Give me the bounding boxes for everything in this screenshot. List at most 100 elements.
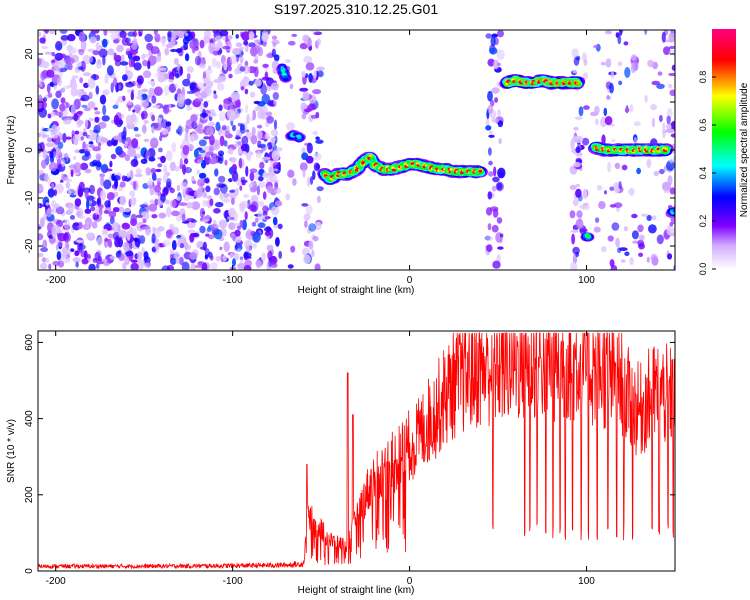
noise-blob bbox=[252, 109, 256, 121]
noise-blob bbox=[38, 107, 47, 119]
noise-blob bbox=[206, 195, 213, 200]
noise-blob bbox=[271, 255, 277, 263]
noise-blob bbox=[190, 262, 196, 270]
noise-blob bbox=[45, 142, 55, 148]
noise-blob bbox=[229, 55, 238, 65]
noise-blob bbox=[230, 157, 237, 163]
noise-blob bbox=[201, 262, 208, 270]
noise-blob bbox=[309, 176, 314, 185]
noise-blob bbox=[317, 70, 324, 78]
noise-blob bbox=[64, 176, 70, 181]
noise-blob bbox=[38, 226, 42, 230]
signal-track-cell bbox=[627, 149, 631, 153]
noise-blob bbox=[668, 72, 675, 77]
noise-blob bbox=[278, 250, 283, 259]
noise-blob bbox=[487, 58, 496, 67]
noise-blob bbox=[53, 84, 58, 90]
noise-blob bbox=[189, 82, 196, 91]
noise-blob bbox=[147, 60, 151, 70]
noise-blob bbox=[85, 143, 89, 150]
noise-blob bbox=[161, 119, 168, 129]
noise-blob bbox=[182, 78, 191, 87]
noise-blob bbox=[243, 265, 252, 270]
spectrogram-x-tick-label: 0 bbox=[407, 275, 413, 286]
noise-blob bbox=[163, 85, 170, 97]
noise-blob bbox=[84, 150, 91, 157]
noise-blob bbox=[316, 195, 321, 203]
noise-blob bbox=[595, 217, 600, 224]
noise-blob bbox=[624, 67, 631, 78]
noise-blob bbox=[95, 263, 100, 270]
noise-blob bbox=[492, 260, 501, 269]
noise-blob bbox=[162, 239, 171, 247]
noise-blob bbox=[573, 126, 579, 131]
noise-blob bbox=[151, 55, 157, 65]
noise-blob bbox=[239, 219, 244, 228]
noise-blob bbox=[51, 231, 58, 239]
noise-blob bbox=[73, 162, 82, 173]
noise-blob bbox=[189, 252, 198, 260]
colorbar-tick-label: 0.8 bbox=[698, 71, 708, 84]
noise-blob bbox=[82, 131, 88, 137]
noise-blob bbox=[107, 238, 112, 247]
noise-blob bbox=[40, 61, 50, 69]
noise-blob bbox=[118, 228, 123, 239]
noise-blob bbox=[98, 204, 104, 209]
noise-blob bbox=[488, 134, 495, 138]
noise-blob bbox=[121, 113, 125, 119]
noise-blob bbox=[232, 258, 236, 267]
signal-track-cell bbox=[586, 234, 591, 238]
noise-blob bbox=[199, 225, 206, 234]
noise-blob bbox=[497, 30, 504, 38]
colorbar-label: Normalized spectral amplitude bbox=[739, 82, 750, 217]
noise-blob bbox=[155, 168, 162, 173]
noise-blob bbox=[308, 223, 317, 232]
noise-blob bbox=[141, 125, 147, 133]
noise-blob bbox=[488, 160, 493, 166]
noise-blob bbox=[307, 176, 311, 187]
noise-blob bbox=[209, 134, 215, 146]
noise-blob bbox=[496, 217, 503, 224]
noise-blob bbox=[62, 132, 67, 143]
noise-blob bbox=[85, 222, 90, 229]
noise-blob bbox=[193, 148, 199, 159]
noise-blob bbox=[61, 246, 68, 258]
noise-blob bbox=[119, 195, 127, 206]
noise-blob bbox=[233, 143, 240, 148]
noise-blob bbox=[77, 66, 84, 71]
noise-blob bbox=[659, 114, 663, 123]
noise-blob bbox=[161, 38, 166, 47]
noise-blob bbox=[286, 122, 295, 131]
noise-blob bbox=[41, 46, 48, 50]
noise-blob bbox=[148, 156, 156, 162]
noise-blob bbox=[101, 115, 110, 122]
noise-blob bbox=[604, 30, 613, 35]
noise-blob bbox=[303, 55, 313, 64]
noise-blob bbox=[82, 72, 91, 76]
noise-blob bbox=[179, 243, 185, 249]
noise-blob bbox=[105, 255, 109, 260]
signal-track-cell bbox=[283, 75, 288, 79]
noise-blob bbox=[125, 251, 134, 257]
signal-track-cell bbox=[391, 166, 395, 170]
noise-blob bbox=[117, 150, 126, 158]
signal-track-cell bbox=[281, 70, 285, 73]
noise-blob bbox=[570, 262, 578, 270]
noise-blob bbox=[114, 59, 122, 67]
noise-blob bbox=[580, 204, 590, 211]
noise-blob bbox=[82, 54, 92, 65]
noise-blob bbox=[157, 67, 167, 71]
noise-blob bbox=[122, 241, 130, 252]
noise-blob bbox=[78, 215, 86, 220]
noise-blob bbox=[99, 45, 103, 50]
noise-blob bbox=[45, 202, 49, 206]
noise-blob bbox=[186, 201, 194, 209]
noise-blob bbox=[154, 184, 161, 193]
noise-blob bbox=[497, 109, 501, 118]
noise-blob bbox=[151, 114, 156, 122]
noise-blob bbox=[148, 203, 158, 212]
noise-blob bbox=[277, 223, 283, 230]
noise-blob bbox=[89, 184, 95, 195]
noise-blob bbox=[270, 129, 279, 137]
